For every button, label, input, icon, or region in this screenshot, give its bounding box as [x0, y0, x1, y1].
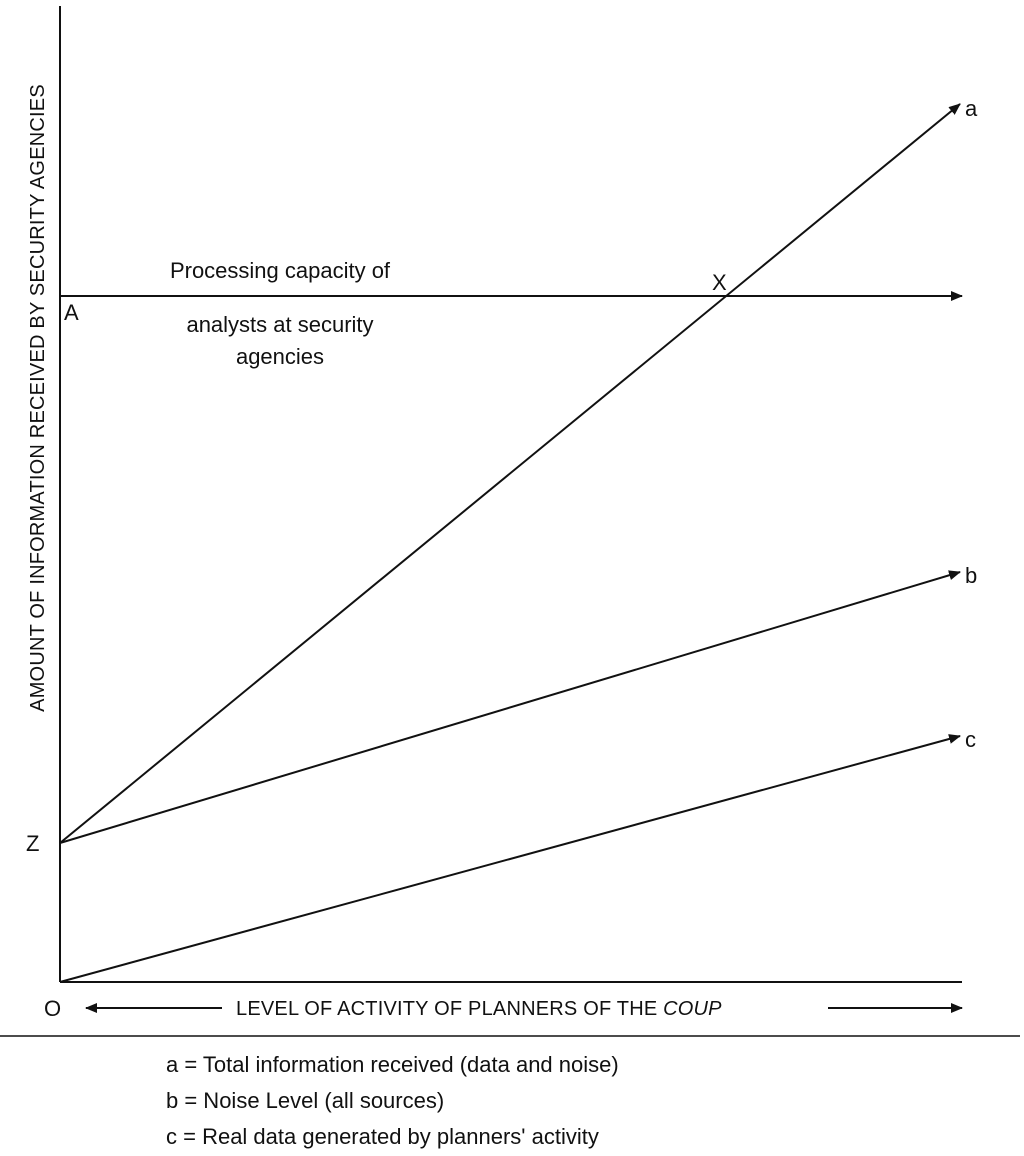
origin-label: O: [44, 996, 61, 1021]
line-a-label: a: [965, 96, 978, 121]
point-label-x: X: [712, 270, 727, 295]
line-a: [59, 103, 961, 844]
capacity-label-line3: agencies: [236, 344, 324, 369]
line-b-label: b: [965, 563, 977, 588]
line-c: [59, 734, 961, 983]
x-axis-label: LEVEL OF ACTIVITY OF PLANNERS OF THE COU…: [236, 998, 722, 1020]
capacity-label-line1: Processing capacity of: [170, 258, 391, 283]
y-axis-label: AMOUNT OF INFORMATION RECEIVED BY SECURI…: [27, 84, 49, 712]
point-label-z: Z: [26, 831, 39, 856]
point-label-a: A: [64, 300, 79, 325]
x-axis-label-coup: COUP: [663, 998, 722, 1020]
legend-item-a: a = Total information received (data and…: [166, 1052, 619, 1077]
line-c-label: c: [965, 727, 976, 752]
legend-item-c: c = Real data generated by planners' act…: [166, 1124, 599, 1149]
capacity-label-line2: analysts at security: [186, 312, 373, 337]
line-b: [59, 570, 961, 844]
legend-item-b: b = Noise Level (all sources): [166, 1088, 444, 1113]
x-axis-label-main: LEVEL OF ACTIVITY OF PLANNERS OF THE: [236, 998, 663, 1020]
